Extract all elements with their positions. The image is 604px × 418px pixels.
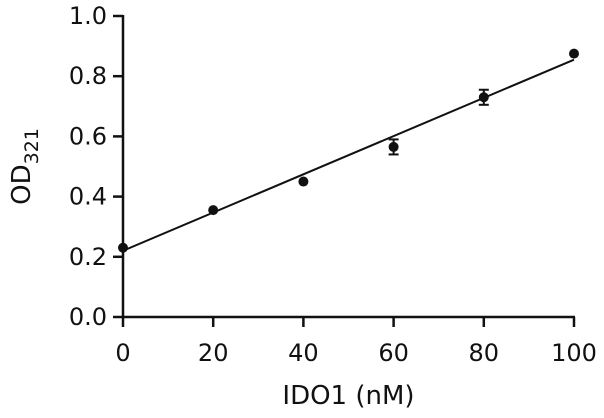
data-points [118,48,579,253]
x-tick-label: 20 [198,339,229,367]
y-tick-label: 0.0 [69,303,107,331]
y-axis-title-main: OD [7,164,37,205]
fit-line [122,58,575,252]
data-point [118,242,128,253]
axes [121,15,575,319]
x-axis-title: IDO1 (nM) [282,381,414,411]
y-axis-title: OD321 [7,128,43,205]
x-tick-label: 80 [469,339,500,367]
y-tick-label: 0.2 [69,243,107,271]
y-tick-label: 1.0 [69,2,107,30]
y-tick-label: 0.4 [69,183,107,211]
data-point [388,141,399,152]
x-tick-label: 40 [288,339,319,367]
x-tick-label: 0 [115,339,130,367]
x-tick-label: 60 [378,339,409,367]
data-point [208,205,219,216]
x-tick-label: 100 [551,339,597,367]
y-axis-title-subscript: 321 [21,128,43,164]
y-tick-label: 0.6 [69,122,107,150]
x-ticks: 0 20 40 60 80 100 [115,317,597,367]
data-point [298,176,309,187]
data-point [478,92,489,103]
y-tick-label: 0.8 [69,62,107,90]
data-point [569,48,579,59]
fit-line-group [122,58,575,252]
y-ticks: 0.0 0.2 0.4 0.6 0.8 1.0 [69,2,123,331]
